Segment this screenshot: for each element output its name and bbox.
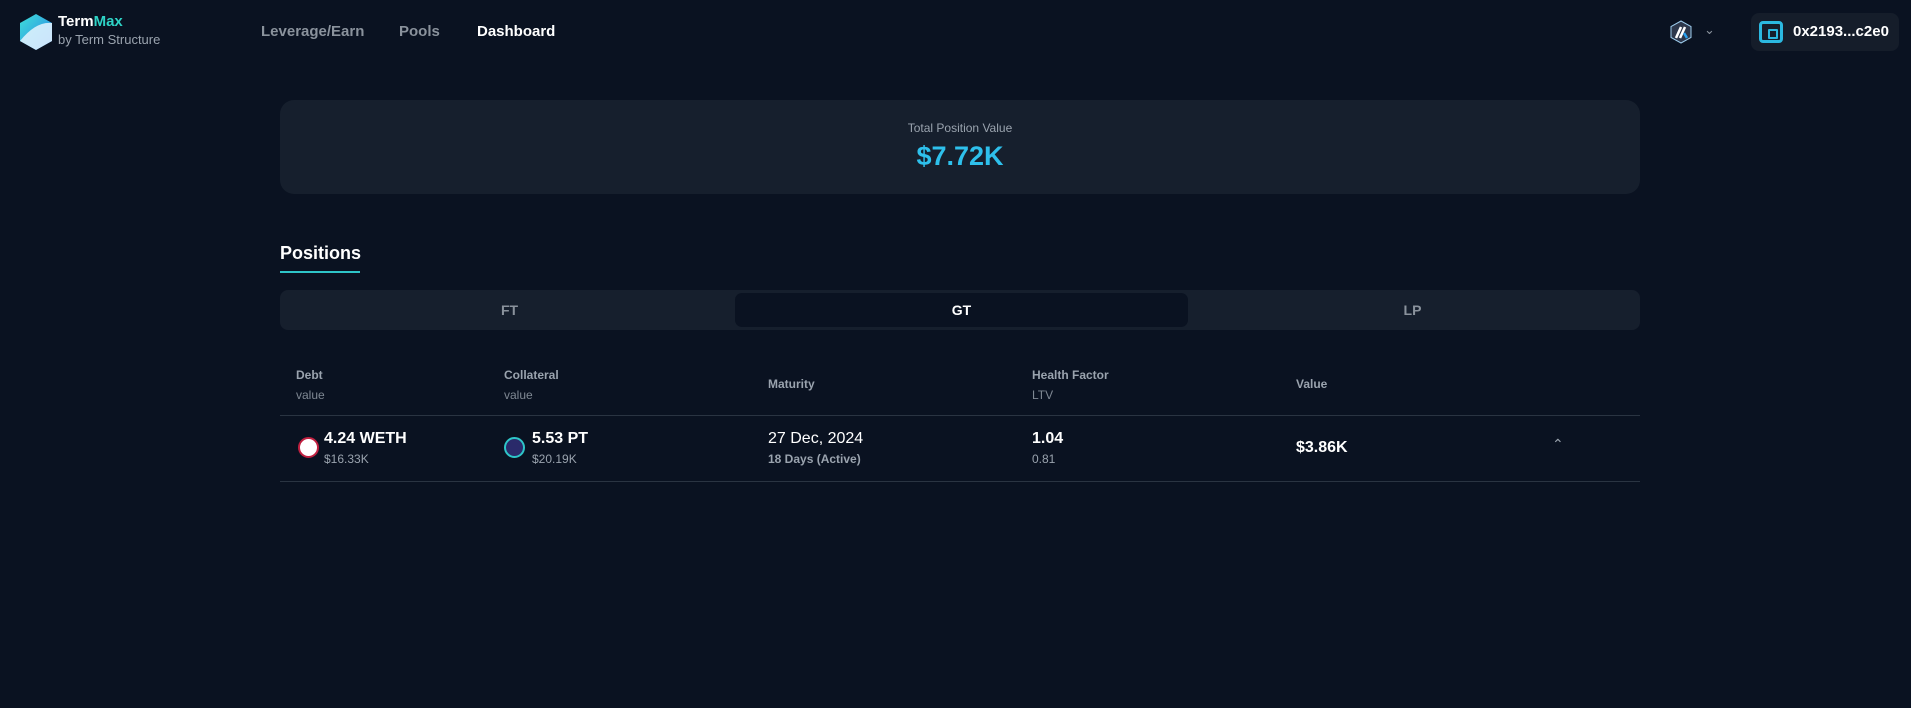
col-health-title: Health Factor bbox=[1032, 368, 1109, 382]
health-cell: 1.04 0.81 bbox=[1032, 430, 1063, 466]
col-health: Health Factor LTV bbox=[1032, 368, 1109, 402]
total-position-value: $7.72K bbox=[916, 141, 1004, 171]
col-collateral-title: Collateral bbox=[504, 368, 559, 382]
nav-pools[interactable]: Pools bbox=[399, 23, 440, 40]
positions-underline bbox=[280, 271, 360, 273]
position-tabs: FT GT LP bbox=[280, 290, 1640, 330]
arbitrum-icon[interactable] bbox=[1670, 20, 1692, 44]
col-debt-title: Debt bbox=[296, 368, 323, 382]
brand-max: Max bbox=[93, 13, 123, 30]
brand-term: Term bbox=[58, 13, 94, 30]
health-factor: 1.04 bbox=[1032, 430, 1064, 447]
wallet-address: 0x2193...c2e0 bbox=[1793, 23, 1889, 40]
collateral-cell: 5.53 PT $20.19K bbox=[532, 430, 588, 466]
position-value: $3.86K bbox=[1296, 439, 1348, 456]
collateral-value: $20.19K bbox=[532, 452, 577, 466]
col-debt: Debt value bbox=[296, 368, 325, 402]
chevron-down-icon[interactable]: ⌄ bbox=[1704, 22, 1715, 37]
maturity-cell: 27 Dec, 2024 18 Days (Active) bbox=[768, 430, 863, 466]
wallet-icon bbox=[1759, 21, 1783, 43]
collateral-amount: 5.53 PT bbox=[532, 430, 589, 447]
col-health-sub: LTV bbox=[1032, 388, 1054, 402]
positions-title: Positions bbox=[280, 243, 362, 263]
debt-cell: 4.24 WETH $16.33K bbox=[324, 430, 407, 466]
maturity-status: 18 Days (Active) bbox=[768, 452, 861, 466]
col-value: Value bbox=[1296, 377, 1328, 391]
debt-value: $16.33K bbox=[324, 452, 369, 466]
total-position-label: Total Position Value bbox=[907, 121, 1013, 135]
col-collateral: Collateral value bbox=[504, 368, 559, 402]
total-position-card: Total Position Value $7.72K bbox=[280, 100, 1640, 194]
divider bbox=[280, 481, 1640, 482]
pt-token-icon bbox=[504, 437, 525, 458]
col-maturity: Maturity bbox=[768, 377, 815, 391]
tab-lp[interactable]: LP bbox=[1403, 302, 1422, 318]
brand-name: TermMax bbox=[58, 13, 123, 30]
divider bbox=[280, 415, 1640, 416]
brand-subtitle: by Term Structure bbox=[58, 32, 161, 47]
col-collateral-sub: value bbox=[504, 388, 533, 402]
tab-gt[interactable]: GT bbox=[735, 293, 1188, 327]
wallet-button[interactable]: 0x2193...c2e0 bbox=[1751, 13, 1899, 51]
maturity-date: 27 Dec, 2024 bbox=[768, 430, 864, 447]
col-debt-sub: value bbox=[296, 388, 325, 402]
nav-dashboard[interactable]: Dashboard bbox=[477, 23, 556, 40]
debt-amount: 4.24 WETH bbox=[324, 430, 407, 447]
chevron-up-icon[interactable]: ⌃ bbox=[1552, 436, 1564, 452]
tab-ft[interactable]: FT bbox=[500, 302, 519, 318]
ltv-value: 0.81 bbox=[1032, 452, 1056, 466]
weth-icon bbox=[298, 437, 319, 458]
termmax-logo-icon[interactable] bbox=[19, 13, 53, 51]
nav-leverage-earn[interactable]: Leverage/Earn bbox=[261, 23, 365, 40]
top-header: TermMax by Term Structure Leverage/Earn … bbox=[0, 0, 1911, 62]
